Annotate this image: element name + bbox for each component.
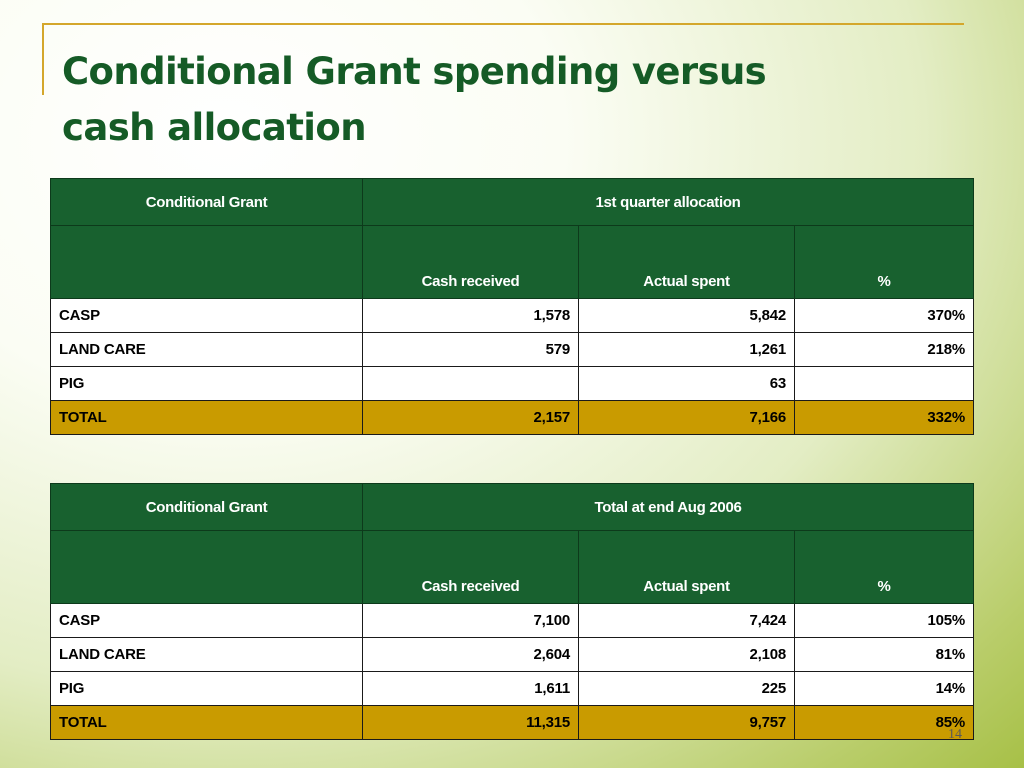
actual-spent-cell: 1,261 [578,332,795,367]
page-number: 14 [948,727,962,742]
percent-cell: 370% [794,298,974,333]
end-aug-2006-table: Conditional Grant Total at end Aug 2006 … [50,483,975,740]
total-row: TOTAL 2,157 7,166 332% [50,400,974,435]
slide-title-line-2: cash allocation [62,106,367,149]
cash-received-cell: 2,604 [362,637,579,672]
total-cash-received-cell: 2,157 [362,400,579,435]
first-quarter-table: Conditional Grant 1st quarter allocation… [50,178,974,435]
cash-received-header: Cash received [362,225,579,299]
table-row: CASP 7,100 7,424 105% [50,603,975,638]
group-header: 1st quarter allocation [362,178,974,226]
actual-spent-cell: 2,108 [578,637,795,672]
table-header-row: Conditional Grant 1st quarter allocation [50,178,974,226]
grant-name-cell: PIG [50,671,363,706]
actual-spent-cell: 63 [578,366,795,401]
grant-name-cell: LAND CARE [50,637,363,672]
group-header: Total at end Aug 2006 [361,483,975,531]
percent-cell [794,366,974,401]
total-actual-spent-cell: 7,166 [578,400,795,435]
actual-spent-header: Actual spent [578,225,795,299]
percent-header: % [793,530,975,604]
total-percent-cell: 332% [794,400,974,435]
actual-spent-header: Actual spent [578,530,795,604]
grant-name-cell: PIG [50,366,363,401]
total-label-cell: TOTAL [50,705,363,740]
total-percent-cell: 85% [793,705,975,740]
table-subheader-row: Cash received Actual spent % [50,530,975,604]
total-label-cell: TOTAL [50,400,363,435]
slide-title-line-1: Conditional Grant spending versus [62,50,767,93]
conditional-grant-header: Conditional Grant [50,483,363,531]
slide-title: Conditional Grant spending versus cash a… [62,44,982,156]
grant-name-cell: CASP [50,298,363,333]
percent-cell: 218% [794,332,974,367]
total-actual-spent-cell: 9,757 [578,705,795,740]
actual-spent-cell: 225 [578,671,795,706]
grant-name-cell: LAND CARE [50,332,363,367]
table-row: PIG 1,611 225 14% [50,671,975,706]
table-row: CASP 1,578 5,842 370% [50,298,974,333]
percent-cell: 81% [793,637,975,672]
frame-top-line [42,23,964,25]
percent-cell: 14% [793,671,975,706]
frame-left-line [42,23,44,95]
conditional-grant-header: Conditional Grant [50,178,363,226]
percent-header: % [794,225,974,299]
percent-cell: 105% [793,603,975,638]
actual-spent-cell: 7,424 [578,603,795,638]
empty-header-cell [50,225,363,299]
table-header-row: Conditional Grant Total at end Aug 2006 [50,483,975,531]
total-cash-received-cell: 11,315 [362,705,579,740]
cash-received-cell: 1,578 [362,298,579,333]
table-subheader-row: Cash received Actual spent % [50,225,974,299]
table-row: LAND CARE 579 1,261 218% [50,332,974,367]
cash-received-header: Cash received [362,530,579,604]
cash-received-cell [362,366,579,401]
grant-name-cell: CASP [50,603,363,638]
cash-received-cell: 1,611 [362,671,579,706]
table-row: PIG 63 [50,366,974,401]
cash-received-cell: 579 [362,332,579,367]
actual-spent-cell: 5,842 [578,298,795,333]
total-row: TOTAL 11,315 9,757 85% [50,705,975,740]
table-row: LAND CARE 2,604 2,108 81% [50,637,975,672]
empty-header-cell [50,530,363,604]
cash-received-cell: 7,100 [362,603,579,638]
